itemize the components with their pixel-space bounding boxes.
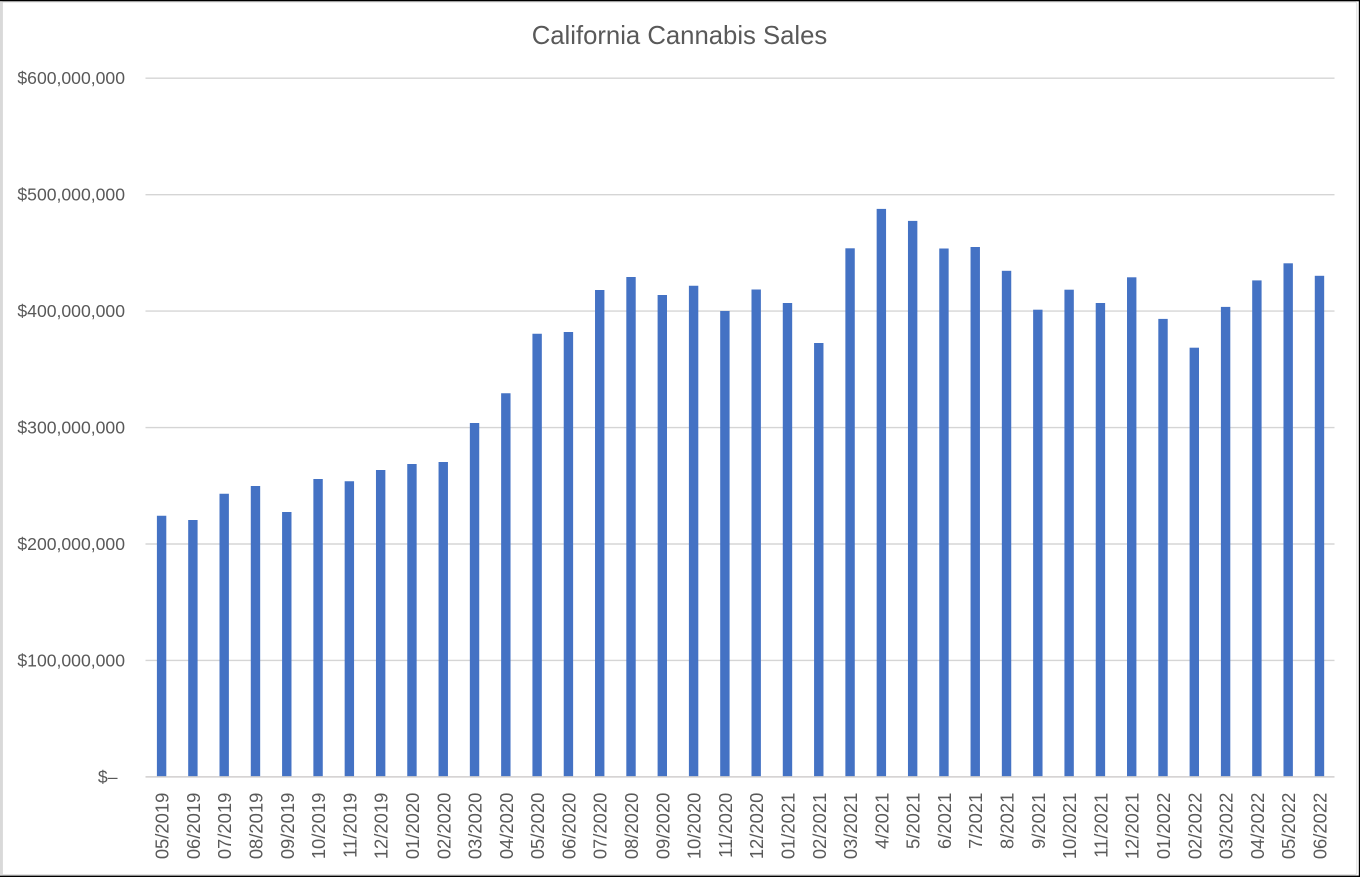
svg-text:6/2021: 6/2021: [934, 793, 955, 849]
svg-text:12/2020: 12/2020: [746, 793, 767, 859]
svg-text:California Cannabis Sales: California Cannabis Sales: [532, 22, 828, 50]
svg-text:04/2020: 04/2020: [496, 793, 517, 859]
svg-text:05/2019: 05/2019: [152, 793, 173, 859]
svg-text:11/2021: 11/2021: [1090, 793, 1111, 858]
svg-text:03/2022: 03/2022: [1216, 793, 1237, 859]
svg-text:10/2021: 10/2021: [1059, 793, 1080, 859]
svg-text:09/2019: 09/2019: [277, 793, 298, 859]
svg-text:$–: $–: [98, 767, 118, 787]
svg-text:12/2021: 12/2021: [1122, 793, 1143, 859]
svg-text:09/2020: 09/2020: [652, 793, 673, 859]
svg-text:$600,000,000: $600,000,000: [17, 68, 125, 88]
svg-text:01/2022: 01/2022: [1153, 793, 1174, 859]
svg-text:07/2020: 07/2020: [590, 793, 611, 859]
svg-text:06/2022: 06/2022: [1309, 793, 1330, 859]
svg-text:03/2021: 03/2021: [840, 793, 861, 859]
svg-text:12/2019: 12/2019: [371, 793, 392, 859]
svg-text:$300,000,000: $300,000,000: [17, 417, 125, 437]
svg-text:11/2020: 11/2020: [715, 793, 736, 858]
svg-text:5/2021: 5/2021: [903, 793, 924, 849]
svg-text:05/2022: 05/2022: [1278, 793, 1299, 859]
svg-text:07/2019: 07/2019: [214, 793, 235, 859]
svg-text:02/2021: 02/2021: [809, 793, 830, 859]
svg-text:11/2019: 11/2019: [339, 793, 360, 858]
svg-text:7/2021: 7/2021: [965, 793, 986, 849]
svg-text:03/2020: 03/2020: [465, 793, 486, 859]
svg-text:10/2019: 10/2019: [308, 793, 329, 859]
svg-text:05/2020: 05/2020: [527, 793, 548, 859]
svg-text:10/2020: 10/2020: [684, 793, 705, 859]
svg-text:08/2019: 08/2019: [245, 793, 266, 859]
svg-text:02/2022: 02/2022: [1184, 793, 1205, 859]
svg-text:08/2020: 08/2020: [621, 793, 642, 859]
svg-text:$100,000,000: $100,000,000: [17, 650, 125, 670]
svg-text:01/2020: 01/2020: [402, 793, 423, 859]
svg-text:06/2020: 06/2020: [558, 793, 579, 859]
svg-text:$200,000,000: $200,000,000: [17, 534, 125, 554]
svg-text:04/2022: 04/2022: [1247, 793, 1268, 859]
svg-text:$500,000,000: $500,000,000: [17, 185, 125, 205]
svg-text:$400,000,000: $400,000,000: [17, 301, 125, 321]
svg-text:8/2021: 8/2021: [997, 793, 1018, 849]
svg-text:01/2021: 01/2021: [777, 793, 798, 859]
svg-text:9/2021: 9/2021: [1028, 793, 1049, 849]
svg-text:4/2021: 4/2021: [871, 793, 892, 849]
svg-text:02/2020: 02/2020: [433, 793, 454, 859]
svg-text:06/2019: 06/2019: [183, 793, 204, 859]
